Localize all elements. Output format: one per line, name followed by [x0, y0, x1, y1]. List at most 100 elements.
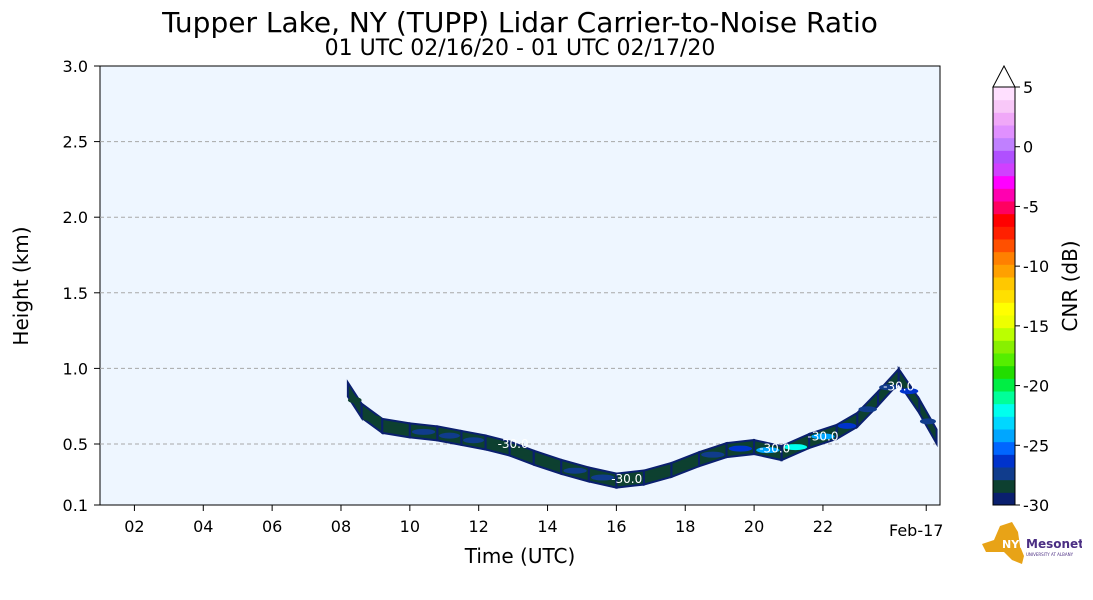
cloud-core — [411, 428, 436, 435]
cloud-core — [535, 459, 560, 466]
cloud-core — [438, 432, 460, 439]
cloud-core — [879, 384, 898, 391]
contour-label: -30.0 — [498, 437, 529, 451]
colorbar-segment — [993, 188, 1015, 202]
colorbar-segment — [993, 315, 1015, 329]
colorbar-tick-label: -15 — [1023, 317, 1049, 336]
colorbar-segment — [993, 277, 1015, 291]
colorbar-tick-label: -5 — [1023, 197, 1039, 216]
logo-nys: NYS — [1002, 538, 1027, 551]
y-tick-label: 2.5 — [63, 133, 88, 152]
contour-label: -30.0 — [883, 380, 914, 394]
colorbar-tick-label: -20 — [1023, 377, 1049, 396]
cloud-core — [756, 447, 780, 454]
cloud-core — [646, 470, 670, 477]
nys-mesonet-logo: NYS Mesonet UNIVERSITY AT ALBANY — [978, 516, 1082, 568]
colorbar-segment — [993, 492, 1015, 506]
colorbar-segment — [993, 454, 1015, 468]
x-tick-label: 14 — [537, 517, 557, 536]
logo-university: UNIVERSITY AT ALBANY — [1026, 552, 1074, 557]
x-axis-label: Time (UTC) — [464, 544, 576, 568]
cloud-core — [563, 467, 587, 474]
colorbar-segment — [993, 403, 1015, 417]
colorbar-extend-arrow — [992, 64, 1016, 88]
cloud-core — [811, 433, 835, 440]
colorbar-segment — [993, 353, 1015, 367]
colorbar-segment — [993, 416, 1015, 430]
x-tick-label: 10 — [400, 517, 420, 536]
cloud-core — [362, 415, 382, 422]
cloud-layer: -30.0 -30.0 -30.0 -30.0 -30.0 — [346, 365, 938, 489]
cloud-core — [701, 451, 725, 458]
cloud-core — [673, 461, 697, 468]
colorbar-segment — [993, 391, 1015, 405]
y-tick-label: 2.0 — [63, 208, 88, 227]
colorbar-segment — [993, 429, 1015, 443]
y-axis: 0.1 0.5 1.0 1.5 2.0 2.5 3.0 — [63, 57, 100, 515]
colorbar-segment — [993, 239, 1015, 253]
colorbar-segment — [993, 378, 1015, 392]
cloud-core — [463, 437, 484, 444]
colorbar-segment — [993, 340, 1015, 354]
logo-mesonet: Mesonet — [1026, 537, 1082, 551]
x-tick-label: 12 — [469, 517, 489, 536]
colorbar-label: CNR (dB) — [1058, 240, 1082, 331]
colorbar-tick-label: -30 — [1023, 496, 1049, 515]
colorbar-segment — [993, 112, 1015, 126]
x-axis: 02 04 06 08 10 12 14 16 18 20 22 Feb-17 — [124, 505, 943, 540]
colorbar-segment — [993, 213, 1015, 227]
cloud-core — [487, 442, 509, 449]
x-tick-label: 18 — [675, 517, 695, 536]
y-axis-label: Height (km) — [9, 226, 33, 345]
colorbar-segment — [993, 251, 1015, 265]
plot-area — [99, 65, 941, 506]
cloud-core — [728, 445, 752, 452]
cloud-core — [384, 425, 408, 432]
colorbar-segment — [993, 150, 1015, 164]
colorbar-segment — [993, 125, 1015, 139]
colorbar: 5 0 -5 -10 -15 -20 -25 -30 — [992, 64, 1049, 515]
y-tick-label: 3.0 — [63, 57, 88, 76]
colorbar-segment — [993, 226, 1015, 240]
cloud-core — [511, 450, 533, 457]
colorbar-segment — [993, 201, 1015, 215]
colorbar-segment — [993, 175, 1015, 189]
colorbar-tick-label: 5 — [1023, 78, 1033, 97]
cloud-core — [899, 388, 919, 395]
x-tick-label: 20 — [744, 517, 764, 536]
x-tick-label: 08 — [331, 517, 351, 536]
colorbar-segment — [993, 99, 1015, 113]
x-tick-label: 06 — [262, 517, 282, 536]
x-tick-label: 02 — [124, 517, 144, 536]
colorbar-segment — [993, 365, 1015, 379]
colorbar-frame — [992, 86, 1016, 506]
y-tick-label: 1.0 — [63, 359, 88, 378]
cloud-core — [618, 476, 642, 483]
contour-label: -30.0 — [611, 472, 642, 486]
colorbar-segment — [993, 264, 1015, 278]
colorbar-tick-label: -25 — [1023, 436, 1049, 455]
y-tick-label: 1.5 — [63, 284, 88, 303]
cloud-core — [347, 397, 362, 404]
cloud-core — [590, 474, 615, 481]
x-tick-label: 22 — [813, 517, 833, 536]
contour-label: -30.0 — [759, 442, 790, 456]
colorbar-tick-label: -10 — [1023, 257, 1049, 276]
colorbar-segment — [993, 327, 1015, 341]
cloud-core — [783, 444, 808, 451]
colorbar-segment — [993, 87, 1015, 101]
chart-title: Tupper Lake, NY (TUPP) Lidar Carrier-to-… — [162, 6, 878, 39]
cloud-core — [858, 406, 877, 413]
contour-label: -30.0 — [807, 429, 838, 443]
colorbar-segment — [993, 302, 1015, 316]
x-tick-label: 04 — [193, 517, 213, 536]
cloud-core — [837, 422, 857, 429]
chart-subtitle: 01 UTC 02/16/20 - 01 UTC 02/17/20 — [324, 36, 716, 61]
colorbar-tick-label: 0 — [1023, 138, 1033, 157]
colorbar-segment — [993, 441, 1015, 455]
cloud-core — [919, 418, 936, 425]
x-date-label: Feb-17 — [889, 521, 943, 540]
colorbar-segment — [993, 163, 1015, 177]
y-tick-label: 0.5 — [63, 435, 88, 454]
